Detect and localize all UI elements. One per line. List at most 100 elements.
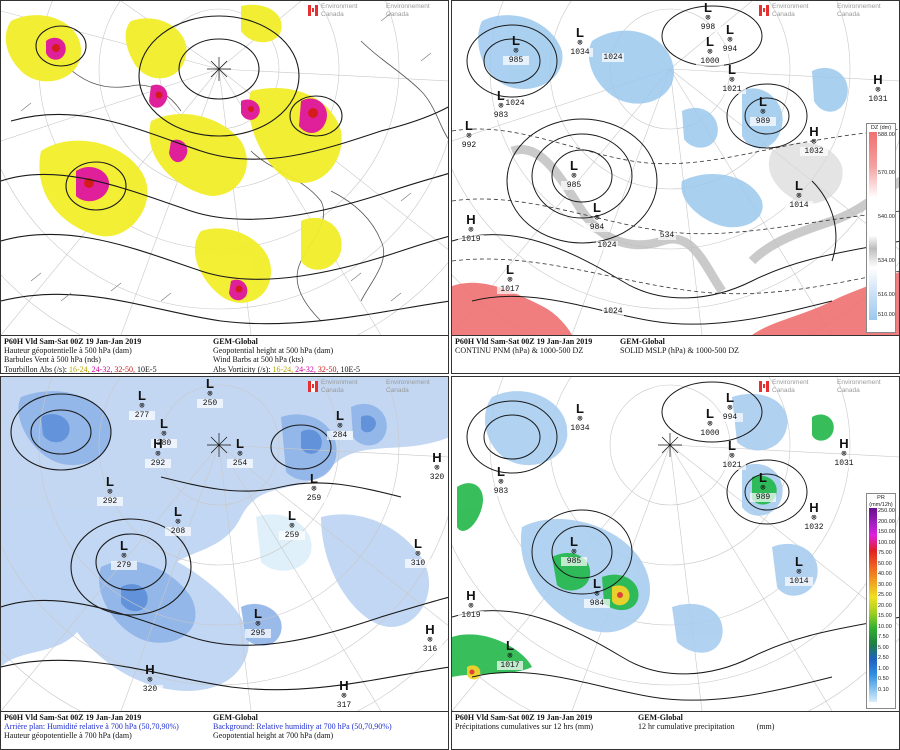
pressure-low-marker: L ⊗ 985	[561, 159, 587, 190]
pressure-low-marker: L ⊗ 1000	[696, 35, 724, 66]
canada-flag-icon	[759, 381, 769, 392]
center-cross-icon: ⊗	[707, 419, 713, 429]
center-cross-icon: ⊗	[811, 513, 817, 523]
center-cross-icon: ⊗	[507, 651, 513, 661]
center-cross-icon: ⊗	[729, 451, 735, 461]
precip-colorbar: PR (mm/12h) 250.00 200.00 150.00 100.00 …	[866, 493, 896, 709]
center-cross-icon: ⊗	[121, 551, 127, 561]
colorbar-tick: 100.00	[878, 539, 895, 546]
center-cross-icon: ⊗	[341, 691, 347, 701]
center-cross-icon: ⊗	[207, 389, 213, 399]
colorbar-gradient	[869, 131, 877, 320]
center-cross-icon: ⊗	[466, 131, 472, 141]
pressure-low-marker: L ⊗ 1000	[696, 407, 724, 438]
caption-fr-field: Barbules Vent à 500 hPa (nds)	[4, 355, 101, 365]
pressure-high-marker: H ⊗ 1019	[458, 589, 484, 620]
height-low-marker: L ⊗ 310	[405, 537, 431, 568]
center-cross-icon: ⊗	[796, 191, 802, 201]
height-high-marker: H ⊗ 316	[417, 623, 443, 654]
logo-text: Environnement	[386, 379, 430, 386]
center-cross-icon: ⊗	[594, 213, 600, 223]
caption-model-name: GEM-Global	[620, 337, 665, 346]
center-cross-icon: ⊗	[427, 635, 433, 645]
center-cross-icon: ⊗	[571, 547, 577, 557]
center-cross-icon: ⊗	[707, 47, 713, 57]
pressure-low-marker: L ⊗ 984	[584, 201, 610, 232]
colorbar-title: DZ (dm)	[870, 125, 892, 131]
legend-label: Tourbillon Abs (/s):	[4, 364, 67, 374]
height-high-marker: H ⊗ 320	[425, 451, 448, 482]
isobar-label: 1024	[596, 241, 618, 250]
caption-model-name: GEM-Global	[638, 713, 683, 722]
pressure-low-marker: L ⊗ 985	[503, 34, 529, 65]
colorbar-tick: 5.00	[878, 644, 889, 651]
center-cross-icon: ⊗	[289, 521, 295, 531]
center-cross-icon: ⊗	[796, 567, 802, 577]
height-low-marker: L ⊗ 292	[97, 475, 123, 506]
height-high-marker: H ⊗ 292	[145, 437, 171, 468]
colorbar-tick: 75.00	[878, 550, 892, 556]
colorbar-tick: 0.10	[878, 686, 889, 693]
canada-flag-icon	[308, 381, 318, 392]
center-cross-icon: ⊗	[729, 75, 735, 85]
logo-text: Canada	[321, 10, 344, 18]
center-cross-icon: ⊗	[594, 589, 600, 599]
center-cross-icon: ⊗	[147, 675, 153, 685]
center-cross-icon: ⊗	[577, 414, 583, 424]
caption-valid-time: P60H Vld Sam-Sat 00Z 19 Jan-Jan 2019	[4, 337, 142, 346]
colorbar-tick: 40.00	[878, 571, 892, 577]
map-drawing-500hpa	[1, 1, 448, 335]
panel-mslp-thickness: L ⊗ 985 L ⊗ 1034 L ⊗ 983 L ⊗ 992 L ⊗ 985 L ⊗ 9…	[451, 0, 900, 374]
environment-canada-logo: Environment Canada Environnement Canada	[308, 3, 446, 19]
isobar-label: 1024	[504, 99, 526, 108]
vorticity-32-50	[52, 44, 318, 293]
caption-mslp: P60H Vld Sam-Sat 00Z 19 Jan-Jan 2019 CON…	[452, 335, 899, 373]
center-cross-icon: ⊗	[175, 517, 181, 527]
center-cross-icon: ⊗	[155, 449, 161, 459]
caption-fr-field: CONTINU PNM (hPa) & 1000-500 DZ	[455, 346, 584, 356]
height-high-marker: H ⊗ 317	[331, 679, 357, 710]
logo-text: Canada	[386, 10, 409, 18]
colorbar-tick: 570.00	[878, 169, 895, 176]
map-drawing-precip	[452, 377, 899, 711]
map-drawing-700hpa	[1, 377, 448, 711]
center-cross-icon: ⊗	[468, 601, 474, 611]
height-low-marker: L ⊗ 208	[165, 505, 191, 536]
colorbar-tick: 1.00	[878, 665, 889, 672]
center-cross-icon: ⊗	[139, 401, 145, 411]
pressure-low-marker: L ⊗ 1017	[497, 639, 523, 670]
center-cross-icon: ⊗	[727, 35, 733, 45]
center-cross-icon: ⊗	[705, 13, 711, 23]
colorbar-title: PR (mm/12h)	[869, 495, 893, 508]
logo-text: Canada	[321, 386, 344, 394]
geopotential-contours	[1, 15, 448, 325]
caption-fr-field: Précipitations cumulatives sur 12 hrs (m…	[455, 722, 593, 732]
center-cross-icon: ⊗	[811, 137, 817, 147]
logo-text: Canada	[837, 386, 860, 394]
logo-text: Environment	[772, 3, 809, 10]
height-low-marker: L ⊗ 250	[197, 377, 223, 408]
logo-text: Environment	[321, 379, 358, 386]
isobar-label: 1024	[602, 53, 624, 62]
center-cross-icon: ⊗	[434, 463, 440, 473]
isobars	[452, 5, 899, 325]
center-cross-icon: ⊗	[415, 549, 421, 559]
isobars	[452, 381, 899, 701]
pole-marker	[658, 433, 682, 457]
pressure-low-marker: L ⊗ 985	[561, 535, 587, 566]
center-cross-icon: ⊗	[577, 38, 583, 48]
center-cross-icon: ⊗	[161, 429, 167, 439]
logo-text: Canada	[837, 10, 860, 18]
center-cross-icon: ⊗	[760, 483, 766, 493]
legend-key-magenta: 24-32,	[295, 364, 316, 374]
center-cross-icon: ⊗	[237, 449, 243, 459]
panel-500hpa-vorticity: Environment Canada Environnement Canada …	[0, 0, 449, 374]
geopotential-contours-700	[1, 393, 448, 691]
humidity-90	[41, 414, 376, 612]
pressure-low-marker: L ⊗ 1014	[785, 179, 813, 210]
colorbar-tick: 2.50	[878, 655, 889, 661]
caption-model-name: GEM-Global	[213, 337, 258, 346]
pressure-low-marker: L ⊗ 1014	[785, 555, 813, 586]
map-500hpa-vorticity	[1, 1, 448, 335]
